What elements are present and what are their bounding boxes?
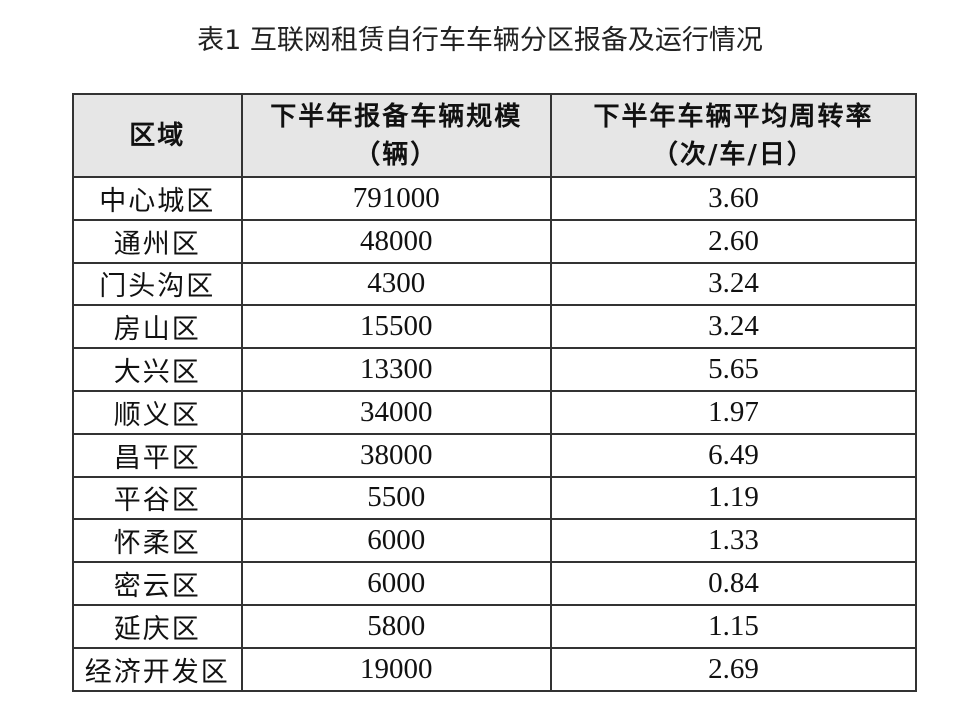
header-registered-count: 下半年报备车辆规模 （辆） [240,93,552,178]
table-row: 顺义区 34000 1.97 [72,389,918,435]
table-row: 平谷区 5500 1.19 [72,475,918,521]
registered-count-cell: 6000 [240,518,552,564]
table-row: 怀柔区 6000 1.33 [72,518,918,564]
region-cell: 延庆区 [72,603,243,649]
region-cell: 中心城区 [72,176,243,221]
turnover-rate-cell: 1.97 [549,389,918,435]
turnover-rate-cell: 5.65 [549,347,918,392]
region-cell: 顺义区 [72,389,243,435]
turnover-rate-cell: 3.60 [549,176,918,221]
header-row: 区域 下半年报备车辆规模 （辆） 下半年车辆平均周转率 （次/车/日） [72,93,918,178]
turnover-rate-cell: 3.24 [549,261,918,307]
turnover-rate-cell: 2.60 [549,218,918,264]
region-cell: 门头沟区 [72,261,243,307]
turnover-rate-cell: 6.49 [549,432,918,478]
header-region-label: 区域 [129,120,186,151]
table-row: 昌平区 38000 6.49 [72,432,918,478]
table-row: 中心城区 791000 3.60 [72,176,918,221]
region-cell: 平谷区 [72,475,243,521]
header-region: 区域 [72,93,243,178]
registered-count-cell: 4300 [240,261,552,307]
region-cell: 房山区 [72,304,243,350]
region-cell: 通州区 [72,218,243,264]
region-cell: 经济开发区 [72,646,243,692]
table-row: 房山区 15500 3.24 [72,304,918,350]
registered-count-cell: 13300 [240,347,552,392]
region-cell: 密云区 [72,561,243,606]
header-line1: 下半年车辆平均周转率 [593,101,874,132]
turnover-rate-cell: 1.15 [549,603,918,649]
turnover-rate-cell: 1.19 [549,475,918,521]
registered-count-cell: 34000 [240,389,552,435]
registered-count-cell: 19000 [240,646,552,692]
turnover-rate-cell: 3.24 [549,304,918,350]
table-row: 密云区 6000 0.84 [72,561,918,606]
turnover-rate-cell: 1.33 [549,518,918,564]
turnover-rate-cell: 2.69 [549,646,918,692]
header-turnover-rate: 下半年车辆平均周转率 （次/车/日） [549,93,918,178]
registered-count-cell: 48000 [240,218,552,264]
table-row: 经济开发区 19000 2.69 [72,646,918,692]
region-cell: 怀柔区 [72,518,243,564]
header-line2: （次/车/日） [651,139,815,170]
registered-count-cell: 38000 [240,432,552,478]
registered-count-cell: 791000 [240,176,552,221]
header-line2: （辆） [354,139,439,170]
registered-count-cell: 6000 [240,561,552,606]
registered-count-cell: 15500 [240,304,552,350]
table-row: 大兴区 13300 5.65 [72,347,918,392]
registered-count-cell: 5500 [240,475,552,521]
table-row: 通州区 48000 2.60 [72,218,918,264]
header-line1: 下半年报备车辆规模 [270,101,523,132]
turnover-rate-cell: 0.84 [549,561,918,606]
region-cell: 大兴区 [72,347,243,392]
registered-count-cell: 5800 [240,603,552,649]
region-cell: 昌平区 [72,432,243,478]
table-title: 表1 互联网租赁自行车车辆分区报备及运行情况 [197,25,763,56]
bike-registration-table: 区域 下半年报备车辆规模 （辆） 下半年车辆平均周转率 （次/车/日） 中心城区 79… [72,93,918,692]
table-row: 延庆区 5800 1.15 [72,603,918,649]
table-row: 门头沟区 4300 3.24 [72,261,918,307]
